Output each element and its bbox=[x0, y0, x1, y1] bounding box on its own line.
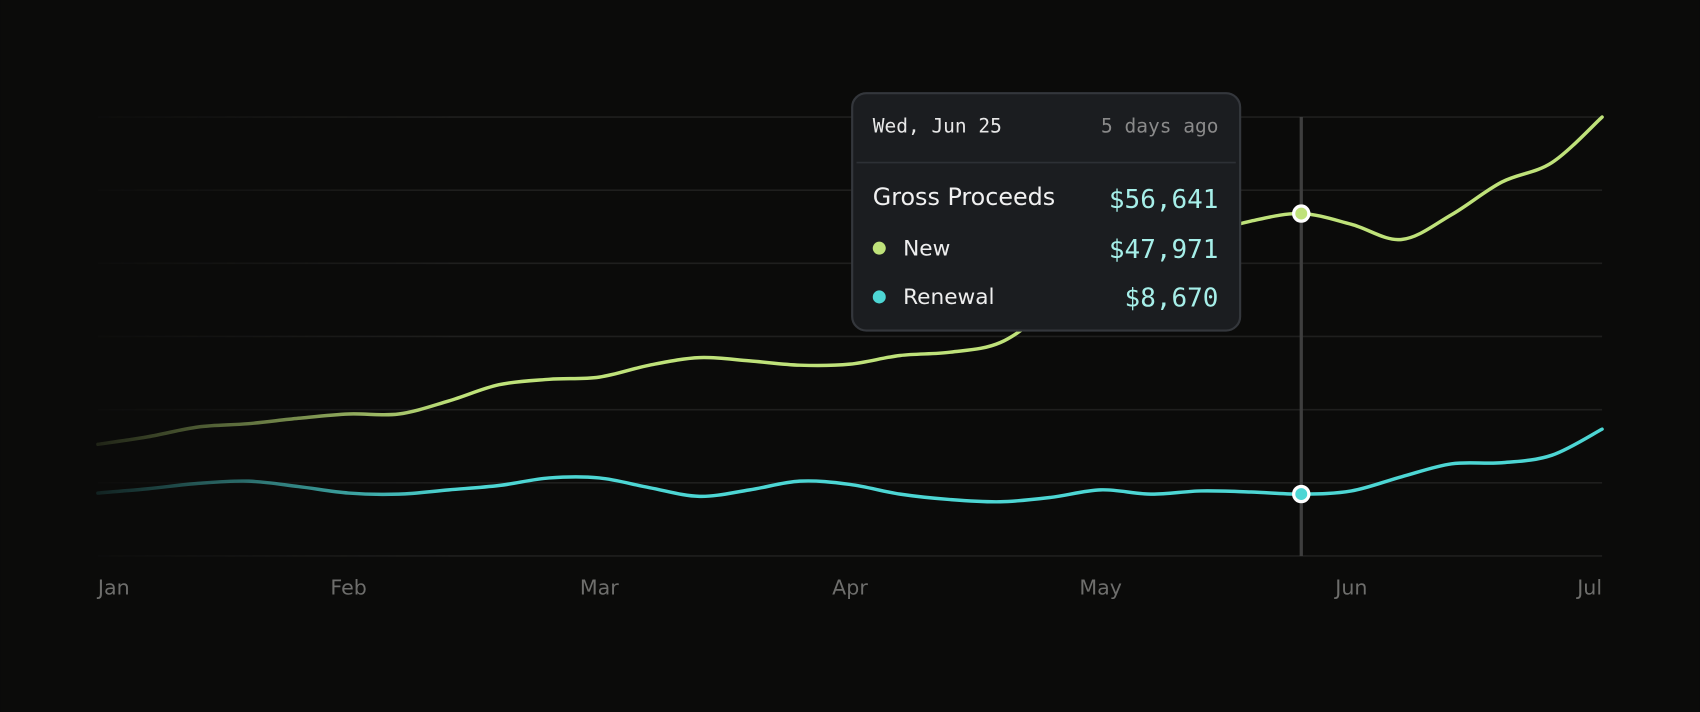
x-tick-label: Jun bbox=[1333, 575, 1367, 599]
hover bbox=[1292, 117, 1311, 556]
tooltip-value: $47,971 bbox=[1109, 235, 1219, 265]
series-line bbox=[96, 115, 1604, 447]
hover-point bbox=[1292, 204, 1311, 223]
tooltip: Wed, Jun 25 5 days ago Gross Proceeds $5… bbox=[851, 92, 1242, 332]
tooltip-total: $56,641 bbox=[1109, 185, 1219, 215]
tooltip-box bbox=[851, 92, 1242, 332]
legend-swatch bbox=[872, 241, 886, 255]
tooltip-total-name: Gross Proceeds bbox=[873, 183, 1055, 211]
tooltip-relative: 5 days ago bbox=[1101, 114, 1218, 137]
series-line bbox=[96, 427, 1604, 504]
tooltip-date: Wed, Jun 25 bbox=[873, 114, 1002, 137]
x-tick-label: May bbox=[1079, 575, 1122, 599]
x-axis: Jan Feb Mar Apr May Jun Jul bbox=[96, 575, 1602, 599]
lines bbox=[96, 115, 1604, 504]
legend-label: Renewal bbox=[903, 285, 994, 310]
legend-swatch bbox=[872, 290, 886, 304]
x-tick-label: Feb bbox=[330, 575, 366, 599]
x-tick-label: Jul bbox=[1575, 575, 1602, 599]
legend-label: New bbox=[903, 236, 950, 261]
hover-point bbox=[1292, 484, 1311, 504]
x-tick-label: Mar bbox=[580, 575, 619, 599]
x-tick-label: Jan bbox=[96, 575, 130, 599]
x-tick-label: Apr bbox=[832, 575, 868, 599]
grid bbox=[97, 116, 1603, 557]
tooltip-value: $8,670 bbox=[1125, 284, 1219, 314]
